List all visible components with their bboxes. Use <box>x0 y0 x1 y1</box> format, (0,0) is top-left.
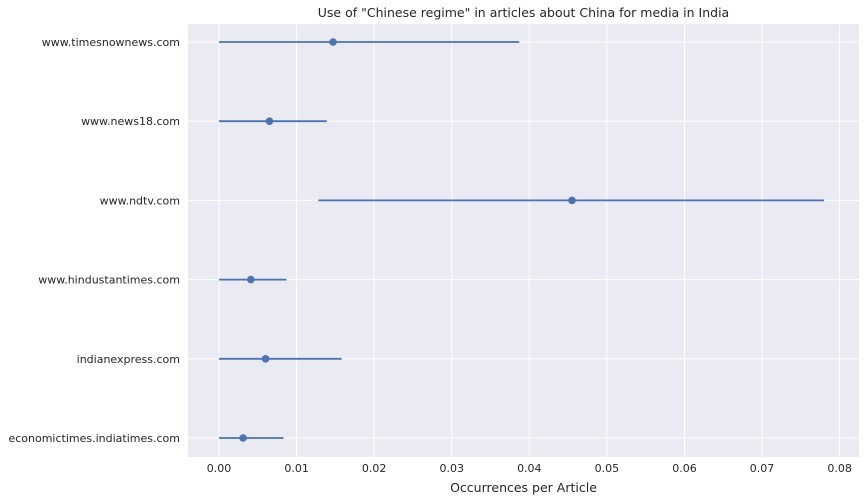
data-point <box>247 275 255 284</box>
data-point <box>568 196 576 205</box>
y-tick-label: www.hindustantimes.com <box>38 274 180 287</box>
data-point <box>265 117 274 125</box>
x-tick-label: 0.03 <box>439 462 464 475</box>
y-tick-label: indianexpress.com <box>77 353 180 366</box>
x-axis-label: Occurrences per Article <box>450 480 597 495</box>
x-tick-label: 0.04 <box>517 462 542 475</box>
x-tick-label: 0.00 <box>207 462 232 475</box>
y-tick-labels: www.timesnownews.com www.news18.com www.nd… <box>8 36 180 445</box>
x-tick-label: 0.05 <box>595 462 620 475</box>
data-point <box>329 38 337 46</box>
x-tick-label: 0.08 <box>827 462 852 475</box>
x-tick-label: 0.01 <box>284 462 309 475</box>
data-point <box>239 434 247 442</box>
y-tick-label: www.ndtv.com <box>100 194 180 207</box>
plot-area <box>188 24 859 457</box>
chart-title: Use of "Chinese regime" in articles abou… <box>318 5 729 20</box>
x-tick-label: 0.02 <box>362 462 387 475</box>
data-marks <box>219 38 825 442</box>
x-tick-labels: 0.00 0.01 0.02 0.03 0.04 0.05 0.06 0.07 0.08 <box>207 462 852 475</box>
data-point <box>261 355 270 363</box>
x-tick-label: 0.06 <box>672 462 697 475</box>
x-tick-label: 0.07 <box>750 462 775 475</box>
y-tick-label: www.news18.com <box>81 115 180 128</box>
y-tick-label: www.timesnownews.com <box>42 36 180 49</box>
y-tick-label: economictimes.indiatimes.com <box>8 432 180 445</box>
